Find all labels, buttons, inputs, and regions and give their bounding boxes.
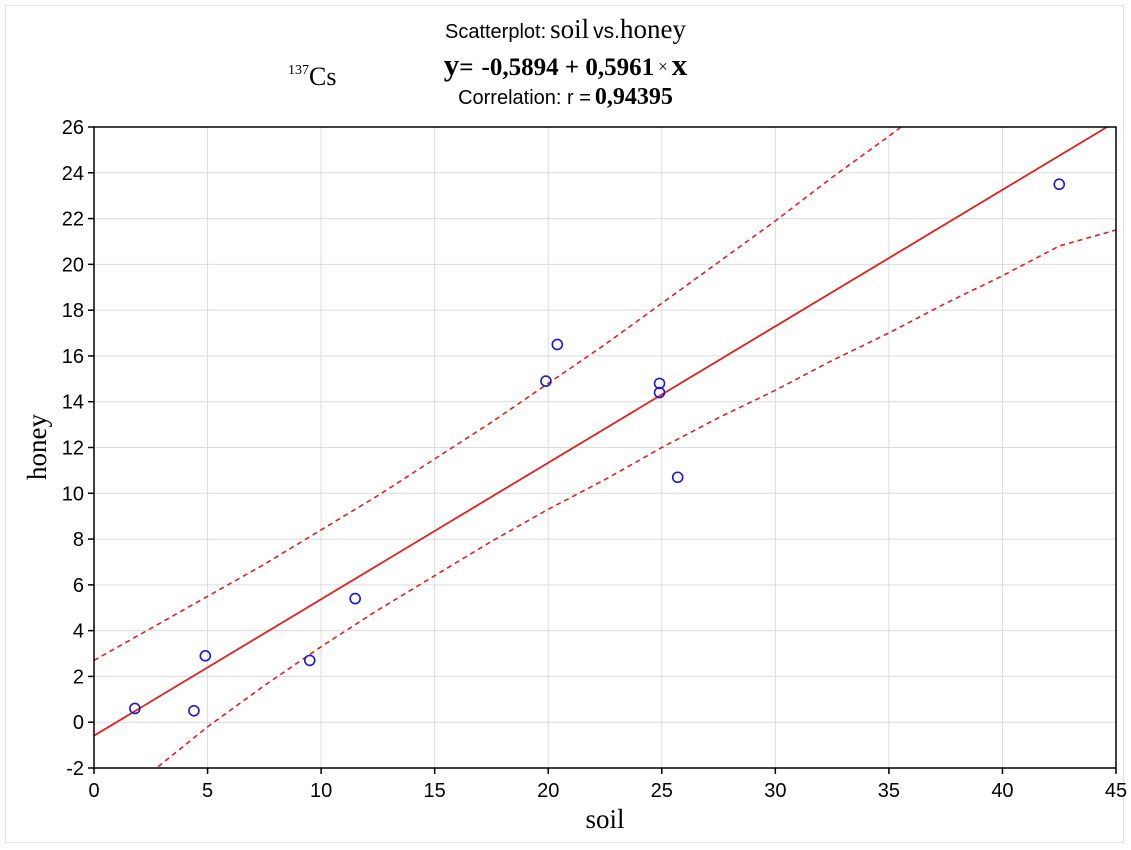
title-x-variable: soil: [550, 14, 590, 44]
confidence-band-lower: [155, 229, 1116, 768]
data-point: [199, 650, 212, 662]
y-tick-label: 26: [62, 117, 84, 139]
data-point: [188, 704, 200, 717]
data-point: [551, 338, 564, 351]
x-tick-label: 40: [991, 780, 1013, 802]
y-tick-label: 6: [73, 575, 84, 597]
data-point: [671, 471, 684, 484]
y-tick-label: 20: [62, 254, 84, 276]
y-tick-label: 22: [62, 209, 84, 231]
data-point: [540, 375, 552, 387]
y-tick-label: 14: [62, 392, 84, 414]
chart-title: Scatterplot: soil vs.honey: [0, 14, 1131, 45]
grid-lines: [94, 127, 1116, 768]
axis-ticks: 0 5 10 15 20 25 30 35 40 45-202468101214161820222…: [62, 117, 1127, 802]
data-points: [129, 178, 1066, 717]
data-point: [129, 702, 141, 715]
data-point: [349, 592, 361, 605]
x-tick-label: 20: [537, 780, 559, 802]
y-tick-label: -2: [66, 758, 84, 780]
y-tick-label: 0: [73, 712, 84, 734]
x-axis-title: soil: [585, 804, 624, 834]
title-vs: vs.: [593, 20, 621, 43]
y-axis-title: honey: [22, 414, 52, 480]
equation-x: x: [671, 47, 688, 82]
x-tick-label: 45: [1105, 780, 1127, 802]
x-tick-label: 10: [310, 780, 332, 802]
x-tick-label: 0: [88, 780, 99, 802]
confidence-band-upper: [94, 127, 903, 662]
data-point: [303, 654, 316, 667]
isotope-label: 137Cs: [288, 62, 336, 92]
equation-y: y: [443, 47, 460, 82]
x-tick-label: 35: [878, 780, 900, 802]
regression-line: [94, 127, 1109, 737]
x-tick-label: 5: [202, 780, 213, 802]
title-prefix: Scatterplot:: [444, 21, 547, 43]
y-tick-label: 10: [62, 483, 84, 505]
y-tick-label: 24: [62, 163, 84, 185]
correlation-value: 0,94395: [594, 84, 673, 110]
regression-line-group: [94, 127, 1109, 737]
equation-text: -0,5894 + 0,5961: [481, 54, 655, 81]
x-tick-label: 25: [651, 780, 673, 802]
title-y-variable: honey: [620, 14, 686, 44]
regression-equation: y= -0,5894 + 0,5961 × x: [0, 47, 1131, 83]
data-point: [1053, 178, 1066, 191]
correlation-line: Correlation: r = 0,94395: [0, 84, 1131, 111]
y-tick-label: 16: [62, 346, 84, 368]
data-point: [653, 386, 666, 399]
y-tick-label: 2: [73, 666, 84, 688]
y-tick-label: 12: [62, 438, 84, 460]
y-tick-label: 8: [73, 529, 84, 551]
y-tick-label: 4: [73, 621, 84, 643]
data-point: [653, 377, 666, 390]
isotope-element: Cs: [309, 62, 337, 91]
x-tick-label: 15: [424, 780, 446, 802]
isotope-mass: 137: [288, 63, 309, 78]
x-tick-label: 30: [764, 780, 786, 802]
y-tick-label: 18: [62, 300, 84, 322]
confidence-bands: [94, 127, 1116, 768]
chart-frame: [5, 5, 1124, 843]
equation-equals: =: [459, 54, 474, 81]
correlation-label: Correlation: r =: [458, 87, 591, 109]
equation-times: ×: [658, 57, 668, 76]
